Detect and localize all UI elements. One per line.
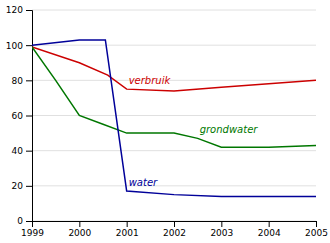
tick-label: 1999: [21, 228, 44, 238]
tick-label: 2005: [305, 228, 328, 238]
tick: 2003: [210, 221, 233, 238]
tick: 2001: [116, 221, 139, 238]
tick-label: 2004: [258, 228, 281, 238]
y-axis: 0 20 40 60 80 100 120: [6, 5, 33, 226]
series-label: water: [129, 177, 158, 188]
tick-mark: [26, 221, 32, 222]
tick-mark: [79, 221, 80, 227]
tick-label: 0: [17, 216, 23, 226]
series-line: [32, 47, 316, 91]
tick: 2002: [163, 221, 186, 238]
series-labels: verbruik grondwater water: [129, 75, 259, 188]
tick-label: 40: [12, 146, 24, 156]
tick-label: 2001: [116, 228, 139, 238]
tick-label: 2003: [210, 228, 233, 238]
x-axis: 1999 2000 2001 2002 2003 2004 2005: [21, 221, 328, 238]
tick: 40: [12, 146, 32, 156]
tick-label: 2002: [163, 228, 186, 238]
tick-mark: [127, 221, 128, 227]
tick-label: 20: [12, 181, 24, 191]
tick-mark: [316, 221, 317, 227]
grid-line: [32, 80, 316, 81]
tick: 60: [12, 111, 32, 121]
tick-mark: [26, 10, 32, 11]
tick: 120: [6, 5, 32, 15]
tick-mark: [174, 221, 175, 227]
tick: 2004: [258, 221, 281, 238]
tick: 80: [12, 76, 32, 86]
grid: [32, 10, 316, 221]
tick-mark: [269, 221, 270, 227]
tick-label: 2000: [68, 228, 91, 238]
tick-mark: [26, 116, 32, 117]
axis-line: [33, 222, 317, 228]
chart: 1999 2000 2001 2002 2003 2004 2005 0 20 40 60 80 100…: [0, 0, 330, 243]
tick-mark: [221, 221, 222, 227]
tick-label: 60: [12, 111, 24, 121]
tick: 2000: [68, 221, 91, 238]
series-label: verbruik: [129, 75, 172, 86]
tick: 1999: [21, 221, 44, 238]
grid-line: [32, 10, 316, 11]
grid-line: [32, 45, 316, 46]
tick-mark: [26, 186, 32, 187]
grid-line: [32, 115, 316, 116]
grid-line: [32, 150, 316, 151]
tick-mark: [26, 45, 32, 46]
tick-label: 80: [12, 76, 24, 86]
grid-line: [32, 185, 316, 186]
tick: 2005: [305, 221, 328, 238]
tick: 100: [6, 41, 32, 51]
tick: 20: [12, 181, 32, 191]
tick: 0: [17, 216, 32, 226]
tick-label: 120: [6, 5, 23, 15]
tick-mark: [26, 80, 32, 81]
series-label: grondwater: [200, 124, 259, 135]
lines: [32, 40, 316, 196]
tick-mark: [26, 151, 32, 152]
tick-label: 100: [6, 41, 23, 51]
series-line: [32, 40, 316, 196]
plot: 1999 2000 2001 2002 2003 2004 2005 0 20 40 60 80 100…: [6, 5, 328, 238]
axis-line: [26, 11, 33, 222]
series-line: [32, 47, 316, 147]
